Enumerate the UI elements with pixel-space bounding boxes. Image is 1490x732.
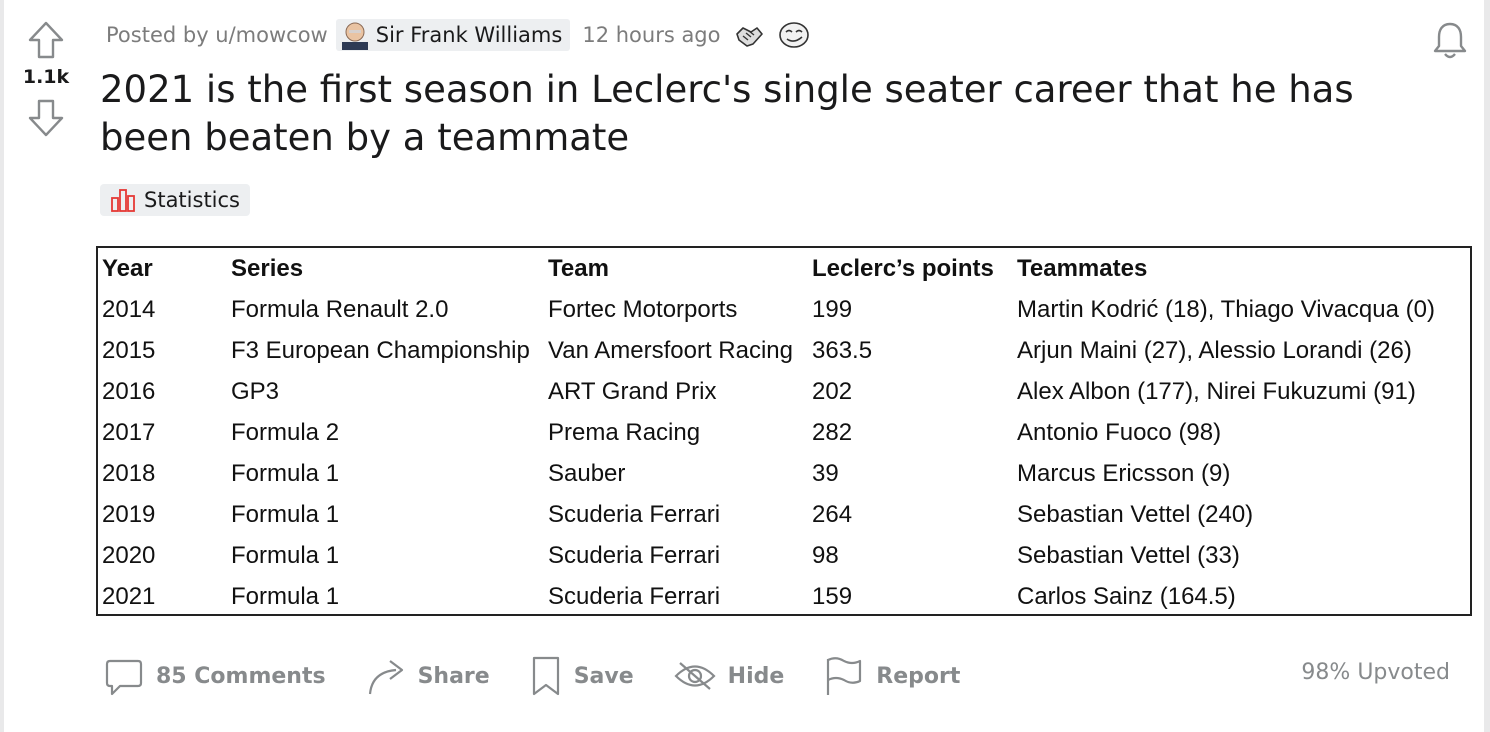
follow-post-button[interactable] [1428, 18, 1472, 62]
cell-team: Scuderia Ferrari [548, 541, 721, 569]
cell-teammates: Sebastian Vettel (33) [1017, 541, 1240, 569]
cell-series: Formula 1 [231, 500, 340, 528]
cell-teammates: Carlos Sainz (164.5) [1017, 582, 1236, 610]
cell-points: 39 [812, 459, 839, 487]
upvote-arrow-icon [28, 21, 64, 59]
header-series: Series [231, 254, 304, 282]
cell-teammates: Alex Albon (177), Nirei Fukuzumi (91) [1017, 377, 1416, 405]
cell-points: 202 [812, 377, 853, 405]
cell-year: 2017 [102, 418, 156, 446]
cell-team: Van Amersfoort Racing [548, 336, 794, 364]
downvote-arrow-icon [28, 99, 64, 137]
cell-series: GP3 [231, 377, 280, 405]
eye-slash-icon [674, 662, 716, 690]
share-arrow-icon [368, 660, 403, 695]
cell-team: ART Grand Prix [548, 377, 717, 405]
bell-icon [1433, 22, 1467, 59]
cell-team: Scuderia Ferrari [548, 582, 721, 610]
upvote-button[interactable] [24, 18, 68, 62]
award-smug-face[interactable] [777, 20, 811, 50]
post-image-table[interactable]: Year Series Team Leclerc’s points Teamma… [96, 246, 1472, 616]
downvote-button[interactable] [24, 96, 68, 140]
table-row: 2015 F3 European Championship Van Amersf… [98, 330, 1457, 371]
cell-year: 2014 [102, 295, 156, 323]
save-label: Save [573, 663, 634, 689]
header-year: Year [102, 254, 153, 282]
post-actions-bar: 85 Comments Share Save Hide [104, 648, 1000, 704]
table-row: 2019 Formula 1 Scuderia Ferrari 264 Seba… [98, 494, 1457, 535]
bar-chart-icon [111, 189, 135, 212]
share-button[interactable]: Share [366, 656, 490, 696]
cell-team: Prema Racing [548, 418, 701, 446]
table-header-row: Year Series Team Leclerc’s points Teamma… [98, 248, 1457, 289]
cell-series: Formula 1 [231, 541, 340, 569]
cell-teammates: Antonio Fuoco (98) [1017, 418, 1222, 446]
vote-column: 1.1k [4, 18, 88, 140]
comments-button[interactable]: 85 Comments [104, 656, 326, 696]
comment-bubble-icon [105, 659, 143, 696]
cell-teammates: Marcus Ericsson (9) [1017, 459, 1231, 487]
post-flair-tag[interactable]: Statistics [100, 184, 250, 216]
share-label: Share [417, 663, 490, 689]
table-row: 2016 GP3 ART Grand Prix 202 Alex Albon (… [98, 371, 1457, 412]
vote-score: 1.1k [22, 66, 70, 88]
cell-team: Fortec Motorports [548, 295, 738, 323]
cell-points: 98 [812, 541, 839, 569]
bookmark-icon [532, 656, 559, 696]
cell-series: Formula 1 [231, 459, 340, 487]
handshake-award-icon [735, 27, 763, 47]
cell-year: 2016 [102, 377, 156, 405]
cell-year: 2020 [102, 541, 156, 569]
cell-points: 363.5 [812, 336, 873, 364]
avatar-face-icon [341, 22, 368, 50]
save-button[interactable]: Save [530, 655, 634, 697]
cell-teammates: Sebastian Vettel (240) [1017, 500, 1254, 528]
report-label: Report [876, 663, 961, 689]
cell-teammates: Arjun Maini (27), Alessio Lorandi (26) [1017, 336, 1412, 364]
cell-series: F3 European Championship [231, 336, 530, 364]
award-handshake[interactable] [733, 20, 765, 50]
header-points: Leclerc’s points [812, 254, 994, 282]
cell-year: 2015 [102, 336, 156, 364]
cell-series: Formula 1 [231, 582, 340, 610]
cell-points: 282 [812, 418, 853, 446]
post-time: 12 hours ago [582, 23, 721, 47]
post-meta: Posted by u/mowcow Sir Frank Williams 12… [100, 16, 811, 54]
cell-teammates: Martin Kodrić (18), Thiago Vivacqua (0) [1017, 295, 1435, 323]
cell-team: Scuderia Ferrari [548, 500, 721, 528]
table-row: 2017 Formula 2 Prema Racing 282 Antonio … [98, 412, 1457, 453]
header-team: Team [548, 254, 609, 282]
cell-team: Sauber [548, 459, 626, 487]
cell-series: Formula Renault 2.0 [231, 295, 449, 323]
post-flair-label: Statistics [144, 188, 240, 212]
table-row: 2021 Formula 1 Scuderia Ferrari 159 Carl… [98, 576, 1457, 617]
cell-points: 159 [812, 582, 853, 610]
table-row: 2018 Formula 1 Sauber 39 Marcus Ericsson… [98, 453, 1457, 494]
cell-year: 2018 [102, 459, 156, 487]
upvote-ratio: 98% Upvoted [1301, 660, 1450, 685]
smug-face-award-icon [778, 22, 809, 48]
table-row: 2020 Formula 1 Scuderia Ferrari 98 Sebas… [98, 535, 1457, 576]
cell-points: 199 [812, 295, 853, 323]
cell-points: 264 [812, 500, 853, 528]
cell-year: 2019 [102, 500, 156, 528]
table-row: 2014 Formula Renault 2.0 Fortec Motorpor… [98, 289, 1457, 330]
report-button[interactable]: Report [824, 655, 960, 697]
cell-year: 2021 [102, 582, 156, 610]
post-title[interactable]: 2021 is the first season in Leclerc's si… [100, 68, 1354, 159]
header-teammates: Teammates [1017, 254, 1148, 282]
comments-label: 85 Comments [156, 663, 326, 689]
hide-button[interactable]: Hide [674, 659, 785, 693]
hide-label: Hide [727, 663, 785, 689]
cell-series: Formula 2 [231, 418, 340, 446]
posted-by-link[interactable]: Posted by u/mowcow [106, 23, 328, 47]
post-card: 1.1k Posted by u/mowcow Sir Frank Willia… [4, 0, 1484, 732]
flair-label: Sir Frank Williams [375, 23, 563, 47]
flag-icon [827, 657, 862, 695]
results-table: Year Series Team Leclerc’s points Teamma… [98, 248, 1457, 617]
user-flair: Sir Frank Williams [335, 19, 571, 51]
